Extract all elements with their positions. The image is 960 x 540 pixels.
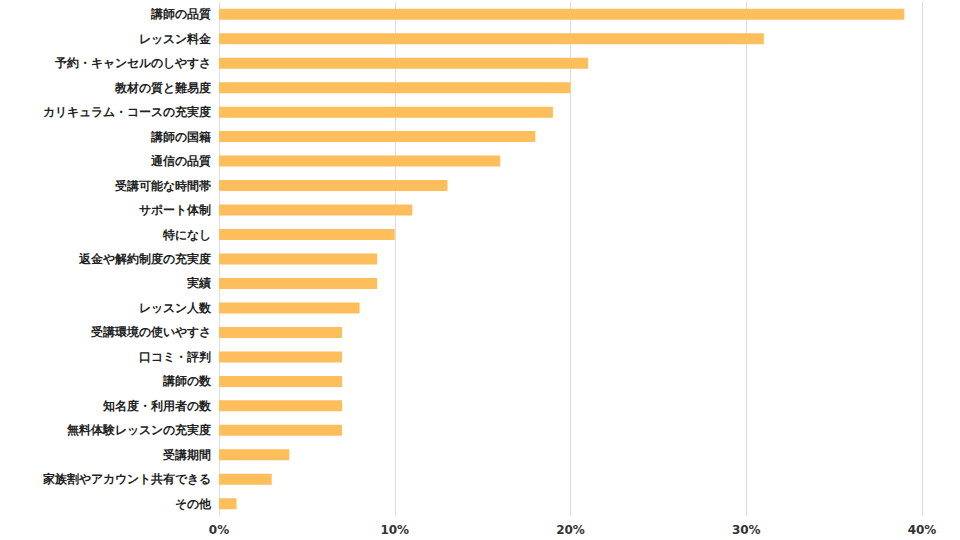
svg-text:レッスン料金: レッスン料金 — [139, 32, 212, 46]
svg-text:40%: 40% — [908, 523, 937, 537]
svg-text:無料体験レッスンの充実度: 無料体験レッスンの充実度 — [66, 423, 211, 437]
svg-text:カリキュラム・コースの充実度: カリキュラム・コースの充実度 — [43, 105, 211, 119]
svg-text:特になし: 特になし — [162, 228, 211, 242]
svg-text:返金や解約制度の充実度: 返金や解約制度の充実度 — [78, 252, 211, 266]
svg-text:通信の品質: 通信の品質 — [150, 154, 211, 168]
svg-text:教材の質と難易度: 教材の質と難易度 — [114, 81, 211, 95]
svg-text:20%: 20% — [556, 523, 585, 537]
svg-text:受講期間: 受講期間 — [162, 448, 211, 462]
svg-text:講師の国籍: 講師の国籍 — [150, 130, 211, 144]
svg-text:サポート体制: サポート体制 — [139, 203, 211, 217]
svg-text:講師の数: 講師の数 — [162, 374, 212, 388]
svg-text:受講可能な時間帯: 受講可能な時間帯 — [114, 179, 211, 193]
svg-text:30%: 30% — [732, 523, 761, 537]
svg-text:講師の品質: 講師の品質 — [150, 7, 211, 21]
svg-text:その他: その他 — [175, 497, 212, 511]
svg-text:知名度・利用者の数: 知名度・利用者の数 — [102, 399, 212, 413]
svg-text:予約・キャンセルのしやすさ: 予約・キャンセルのしやすさ — [54, 56, 211, 70]
svg-text:レッスン人数: レッスン人数 — [139, 301, 212, 315]
svg-text:実績: 実績 — [186, 276, 211, 290]
svg-text:家族割やアカウント共有できる: 家族割やアカウント共有できる — [42, 472, 211, 486]
svg-text:0%: 0% — [209, 523, 229, 537]
svg-text:口コミ・評判: 口コミ・評判 — [139, 350, 211, 364]
svg-text:10%: 10% — [380, 523, 409, 537]
svg-text:受講環境の使いやすさ: 受講環境の使いやすさ — [90, 325, 211, 339]
